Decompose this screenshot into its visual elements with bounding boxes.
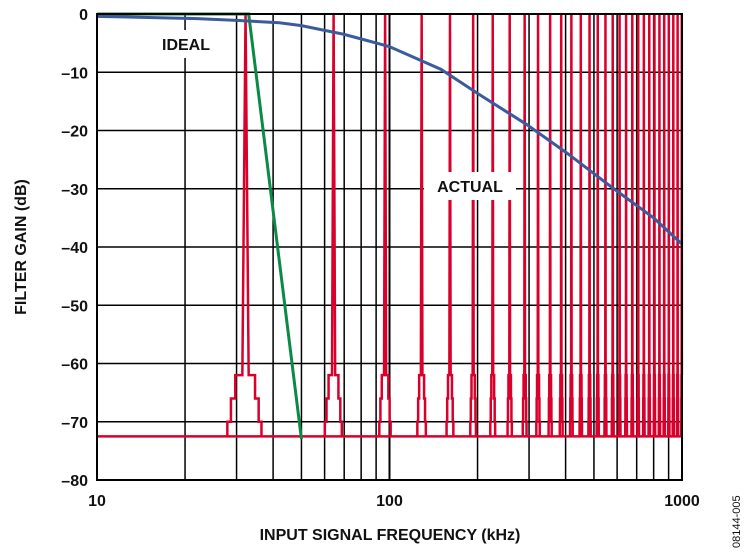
x-axis-title: INPUT SIGNAL FREQUENCY (kHz) (260, 527, 521, 544)
annotation-ideal: IDEAL (162, 37, 210, 54)
aliasing-peak (675, 13, 680, 437)
x-tick-labels: 10 100 1000 (88, 493, 700, 510)
aliasing-peak (323, 13, 344, 437)
aliasing-peak (617, 13, 622, 437)
y-tick-label: –40 (61, 240, 88, 257)
plot-frame (96, 13, 683, 481)
aliasing-peak (521, 13, 528, 437)
series-ideal (97, 12, 303, 440)
y-tick-label: –50 (61, 298, 88, 315)
aliasing-peak (595, 13, 601, 437)
y-axis-title: FILTER GAIN (dB) (13, 179, 30, 315)
annotation-actual: ACTUAL (437, 179, 503, 196)
y-tick-label: –20 (61, 124, 88, 141)
aliasing-peak (662, 13, 667, 437)
aliasing-peak (666, 13, 671, 437)
aliasing-peak (535, 13, 541, 437)
aliasing-peak (671, 13, 676, 437)
x-tick-label: 1000 (664, 493, 700, 510)
aliasing-peak (489, 13, 497, 437)
aliasing-peak (469, 13, 478, 437)
aliasing-peak (558, 13, 564, 437)
aliasing-peak (610, 13, 615, 437)
aliasing-peak (636, 13, 641, 437)
aliasing-peak (587, 13, 592, 437)
aliasing-peak (603, 13, 608, 437)
y-tick-label: 0 (79, 7, 88, 24)
aliasing-peak (578, 13, 584, 437)
aliasing-peak (623, 13, 629, 437)
aliasing-peak (647, 13, 652, 437)
aliasing-peak (641, 13, 646, 437)
aliasing-peak (630, 13, 635, 437)
figure-id: 08144-005 (731, 495, 743, 548)
x-tick-label: 100 (376, 493, 403, 510)
ideal-label-bg (148, 30, 224, 58)
y-tick-label: –60 (61, 357, 88, 374)
y-tick-label: –80 (61, 473, 88, 490)
y-tick-labels: 0 –10 –20 –30 –40 –50 –60 –70 –80 (61, 7, 88, 490)
series-actual (96, 14, 684, 246)
aliasing-peak (416, 13, 428, 437)
aliasing-peak (547, 13, 553, 437)
y-tick-label: –10 (61, 65, 88, 82)
y-tick-label: –30 (61, 182, 88, 199)
x-tick-label: 10 (88, 493, 106, 510)
aliasing-peak (652, 13, 657, 437)
aliasing-peak (506, 13, 514, 437)
actual-label-bg (424, 172, 516, 200)
aliasing-peak (568, 13, 574, 437)
y-tick-label: –70 (61, 415, 88, 432)
